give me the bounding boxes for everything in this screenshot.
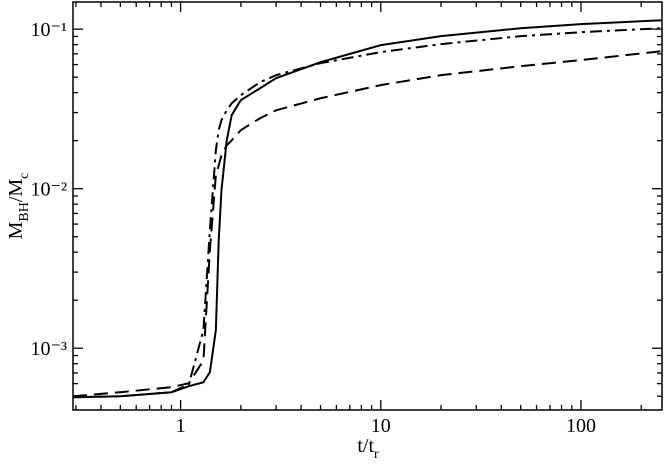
line-series bbox=[72, 27, 663, 399]
y-tick-label: 10⁻² bbox=[30, 179, 67, 201]
x-axis-label: t/tr bbox=[357, 435, 379, 462]
x-tick-label: 10 bbox=[371, 415, 391, 437]
x-tick-label: 100 bbox=[566, 415, 596, 437]
x-tick-label: 1 bbox=[176, 415, 186, 437]
label-text: /M bbox=[5, 179, 27, 203]
label-subscript: r bbox=[374, 447, 379, 462]
label-text: M bbox=[5, 221, 27, 239]
line-series bbox=[72, 19, 663, 399]
y-axis-label: MBH/Mc bbox=[5, 173, 32, 240]
line-series bbox=[72, 50, 663, 398]
y-tick-label: 10⁻³ bbox=[30, 338, 67, 360]
label-text: t/t bbox=[357, 435, 374, 457]
y-tick-label: 10⁻¹ bbox=[30, 19, 67, 41]
label-subscript: BH bbox=[17, 202, 32, 221]
label-subscript: c bbox=[17, 173, 32, 179]
plot-frame bbox=[72, 1, 663, 411]
